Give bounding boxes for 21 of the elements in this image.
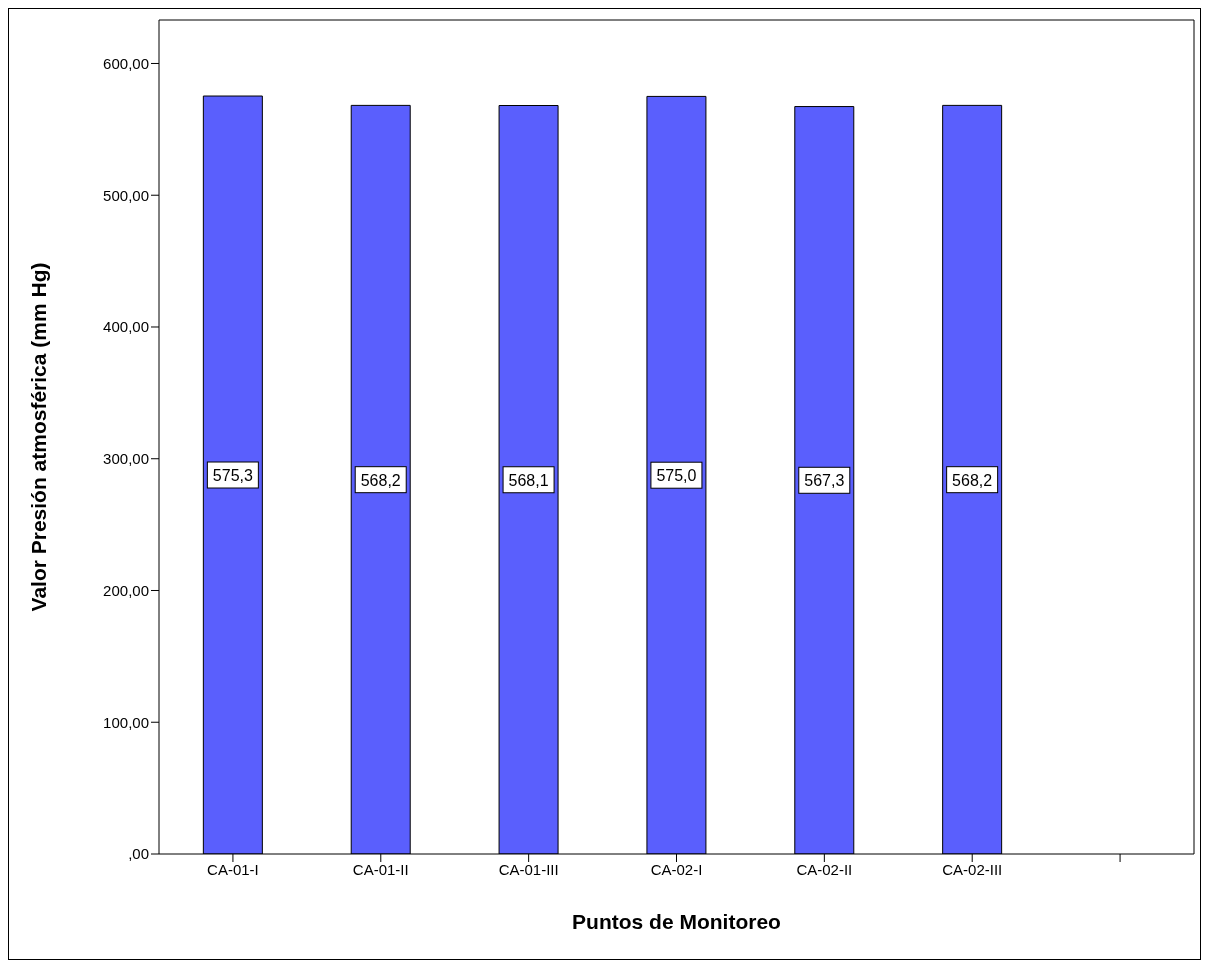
y-tick-label: 200,00	[103, 581, 149, 599]
x-tick-label: CA-01-I	[207, 860, 259, 878]
x-tick-label: CA-01-II	[352, 860, 409, 878]
y-tick-label: 600,00	[103, 54, 149, 72]
data-label: 575,0	[656, 467, 697, 485]
data-label: 575,3	[212, 467, 253, 485]
x-tick-label: CA-02-III	[942, 860, 1003, 878]
y-tick-label: ,00	[128, 845, 149, 863]
y-axis-title: Valor Presión atmosférica (mm Hg)	[27, 262, 51, 612]
data-label: 568,2	[952, 471, 993, 489]
data-label: 567,3	[804, 472, 845, 490]
x-axis-title: Puntos de Monitoreo	[572, 910, 781, 933]
data-label: 568,2	[360, 471, 401, 489]
y-tick-label: 300,00	[103, 450, 149, 468]
x-tick-label: CA-02-II	[796, 860, 853, 878]
y-tick-label: 400,00	[103, 318, 149, 336]
x-tick-label: CA-02-I	[650, 860, 703, 878]
y-tick-label: 500,00	[103, 186, 149, 204]
data-label: 568,1	[508, 471, 549, 489]
x-tick-label: CA-01-III	[498, 860, 559, 878]
y-tick-label: 100,00	[103, 713, 149, 731]
